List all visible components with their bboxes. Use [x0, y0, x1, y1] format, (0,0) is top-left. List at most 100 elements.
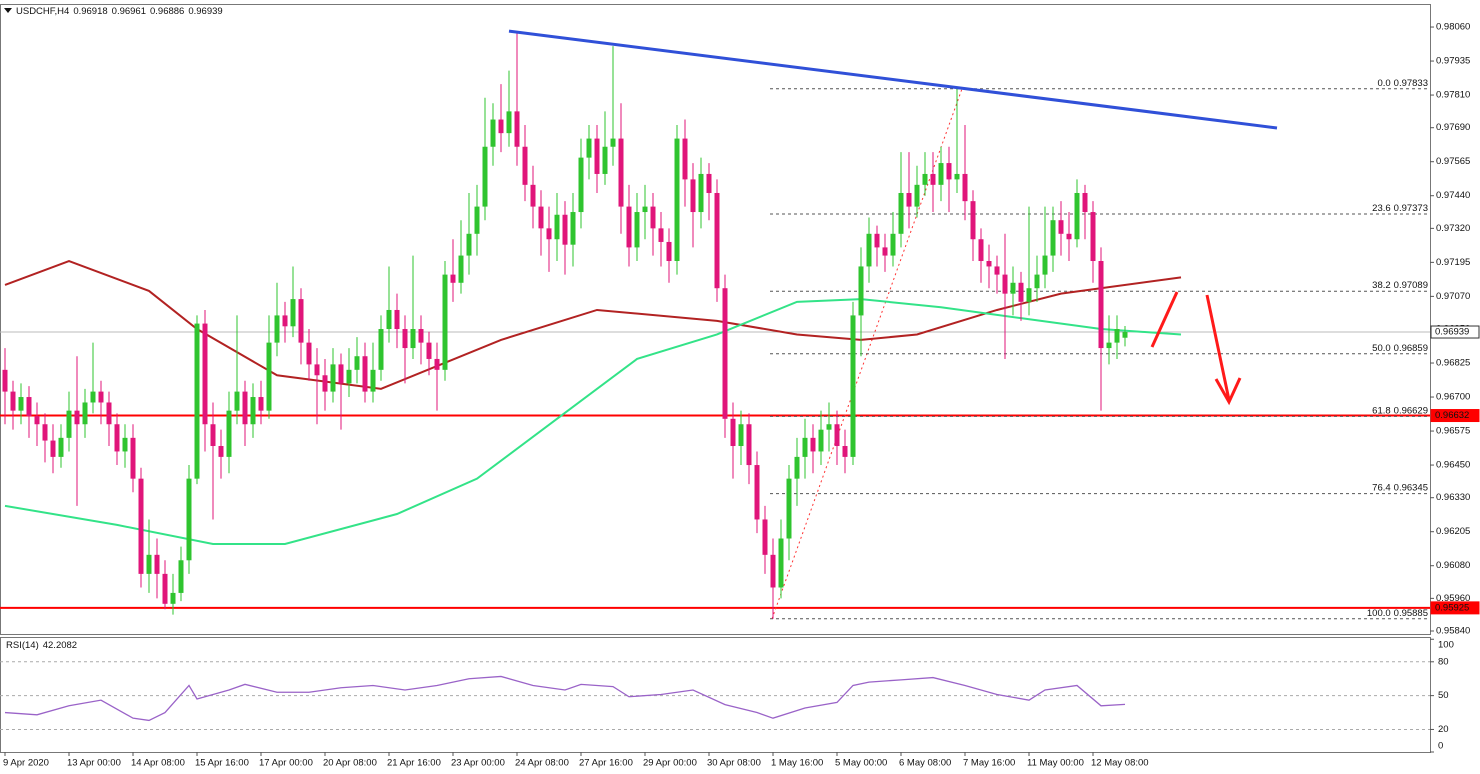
fib-price-label: 0.96345 [1394, 482, 1428, 493]
candle-body [1114, 329, 1120, 343]
candle-body [498, 119, 504, 134]
candle-body [554, 214, 560, 240]
candle-body [1010, 282, 1016, 294]
candle-body [962, 173, 968, 202]
candle-body [1066, 233, 1072, 240]
candle-body [146, 554, 152, 574]
fib-price-label: 0.96629 [1394, 405, 1428, 416]
candle-body [730, 418, 736, 447]
candle-body [410, 329, 416, 349]
y-tick-label: 0.96700 [1436, 392, 1470, 403]
candle-body [818, 429, 824, 452]
candle-body [570, 212, 576, 245]
candle-body [266, 342, 272, 411]
candle-body [354, 356, 360, 370]
candle-body [258, 397, 264, 411]
candle-body [898, 192, 904, 234]
candle-body [1074, 192, 1080, 240]
candle-body [138, 478, 144, 574]
x-tick-label: 30 Apr 08:00 [707, 758, 761, 769]
candle-body [922, 173, 928, 185]
candle-body [666, 241, 672, 262]
candle-body [66, 410, 72, 438]
forecast-arrow-down [1205, 294, 1242, 406]
candle-body [2, 369, 8, 392]
candle-body [594, 138, 600, 174]
symbol-title: USDCHF,H4 [16, 6, 69, 17]
fib-level-label: 38.2 [1372, 280, 1391, 291]
fib-label: 100.0 0.95885 [1367, 607, 1428, 618]
candle-body [514, 111, 520, 147]
y-tick-label: 0.95840 [1436, 626, 1470, 637]
candle-body [418, 329, 424, 343]
candle-body [1042, 255, 1048, 275]
candle-body [674, 138, 680, 262]
rsi-tick-label: 100 [1438, 640, 1454, 651]
candle-body [618, 138, 624, 207]
support-price-label: 0.95925 [1435, 602, 1469, 613]
candle-body [914, 184, 920, 207]
candle-body [778, 538, 784, 588]
fib-level-label: 76.4 [1372, 482, 1391, 493]
support-price-label-box [1430, 409, 1480, 423]
candle-body [746, 424, 752, 466]
candle-body [770, 554, 776, 588]
fib-label: 76.4 0.96345 [1372, 482, 1428, 493]
y-tick-label: 0.97935 [1436, 56, 1470, 67]
y-tick-label: 0.96330 [1436, 492, 1470, 503]
candle-body [906, 192, 912, 207]
candle-body [426, 342, 432, 359]
x-tick-label: 20 Apr 08:00 [323, 758, 377, 769]
candle-body [986, 261, 992, 267]
candle-body [634, 212, 640, 248]
fib-price-label: 0.97089 [1394, 280, 1428, 291]
candle-body [338, 364, 344, 384]
current-price-label-box [1430, 325, 1480, 339]
candle-body [282, 315, 288, 327]
y-tick-label: 0.97810 [1436, 90, 1470, 101]
candle-body [978, 239, 984, 262]
x-tick-label: 15 Apr 16:00 [195, 758, 249, 769]
fib-label: 38.2 0.97089 [1372, 280, 1428, 291]
candle-body [1090, 212, 1096, 262]
symbol-menu-icon [4, 8, 12, 13]
candle-body [18, 397, 24, 411]
candle-body [402, 329, 408, 349]
candle-body [474, 206, 480, 234]
y-tick-label: 0.96575 [1436, 426, 1470, 437]
ohlc-value: 0.96939 [188, 6, 222, 17]
x-tick-label: 29 Apr 00:00 [643, 758, 697, 769]
candle-body [642, 206, 648, 213]
y-tick-label: 0.97070 [1436, 291, 1470, 302]
candle-body [106, 402, 112, 425]
rsi-tick-label: 80 [1438, 656, 1449, 667]
candle-body [306, 342, 312, 365]
rsi-value: 42.2082 [43, 640, 77, 651]
candle-body [658, 228, 664, 242]
candle-body [1058, 220, 1064, 234]
support-price-label-box [1430, 601, 1480, 615]
y-tick-label: 0.96080 [1436, 560, 1470, 571]
plot-layer: 0.98060 0.97935 0.97810 0.97690 0.97565 0.974… [0, 22, 1480, 769]
candle-body [722, 288, 728, 419]
x-tick-label: 5 May 00:00 [835, 758, 887, 769]
candle-body [242, 391, 248, 425]
candle-body [546, 228, 552, 240]
candle-body [386, 309, 392, 330]
candle-body [130, 437, 136, 479]
candle-body [866, 233, 872, 267]
x-tick-label: 13 Apr 00:00 [67, 758, 121, 769]
y-tick-label: 0.95960 [1436, 593, 1470, 604]
candle-body [434, 358, 440, 370]
candle-body [98, 391, 104, 403]
candle-body [1018, 282, 1024, 302]
candle-body [1106, 342, 1112, 349]
candle-body [226, 410, 232, 457]
candle-body [970, 201, 976, 240]
x-tick-label: 6 May 08:00 [899, 758, 951, 769]
ohlc-value: 0.96961 [112, 6, 146, 17]
candle-body [90, 391, 96, 403]
candle-body [626, 206, 632, 248]
candle-body [442, 274, 448, 370]
